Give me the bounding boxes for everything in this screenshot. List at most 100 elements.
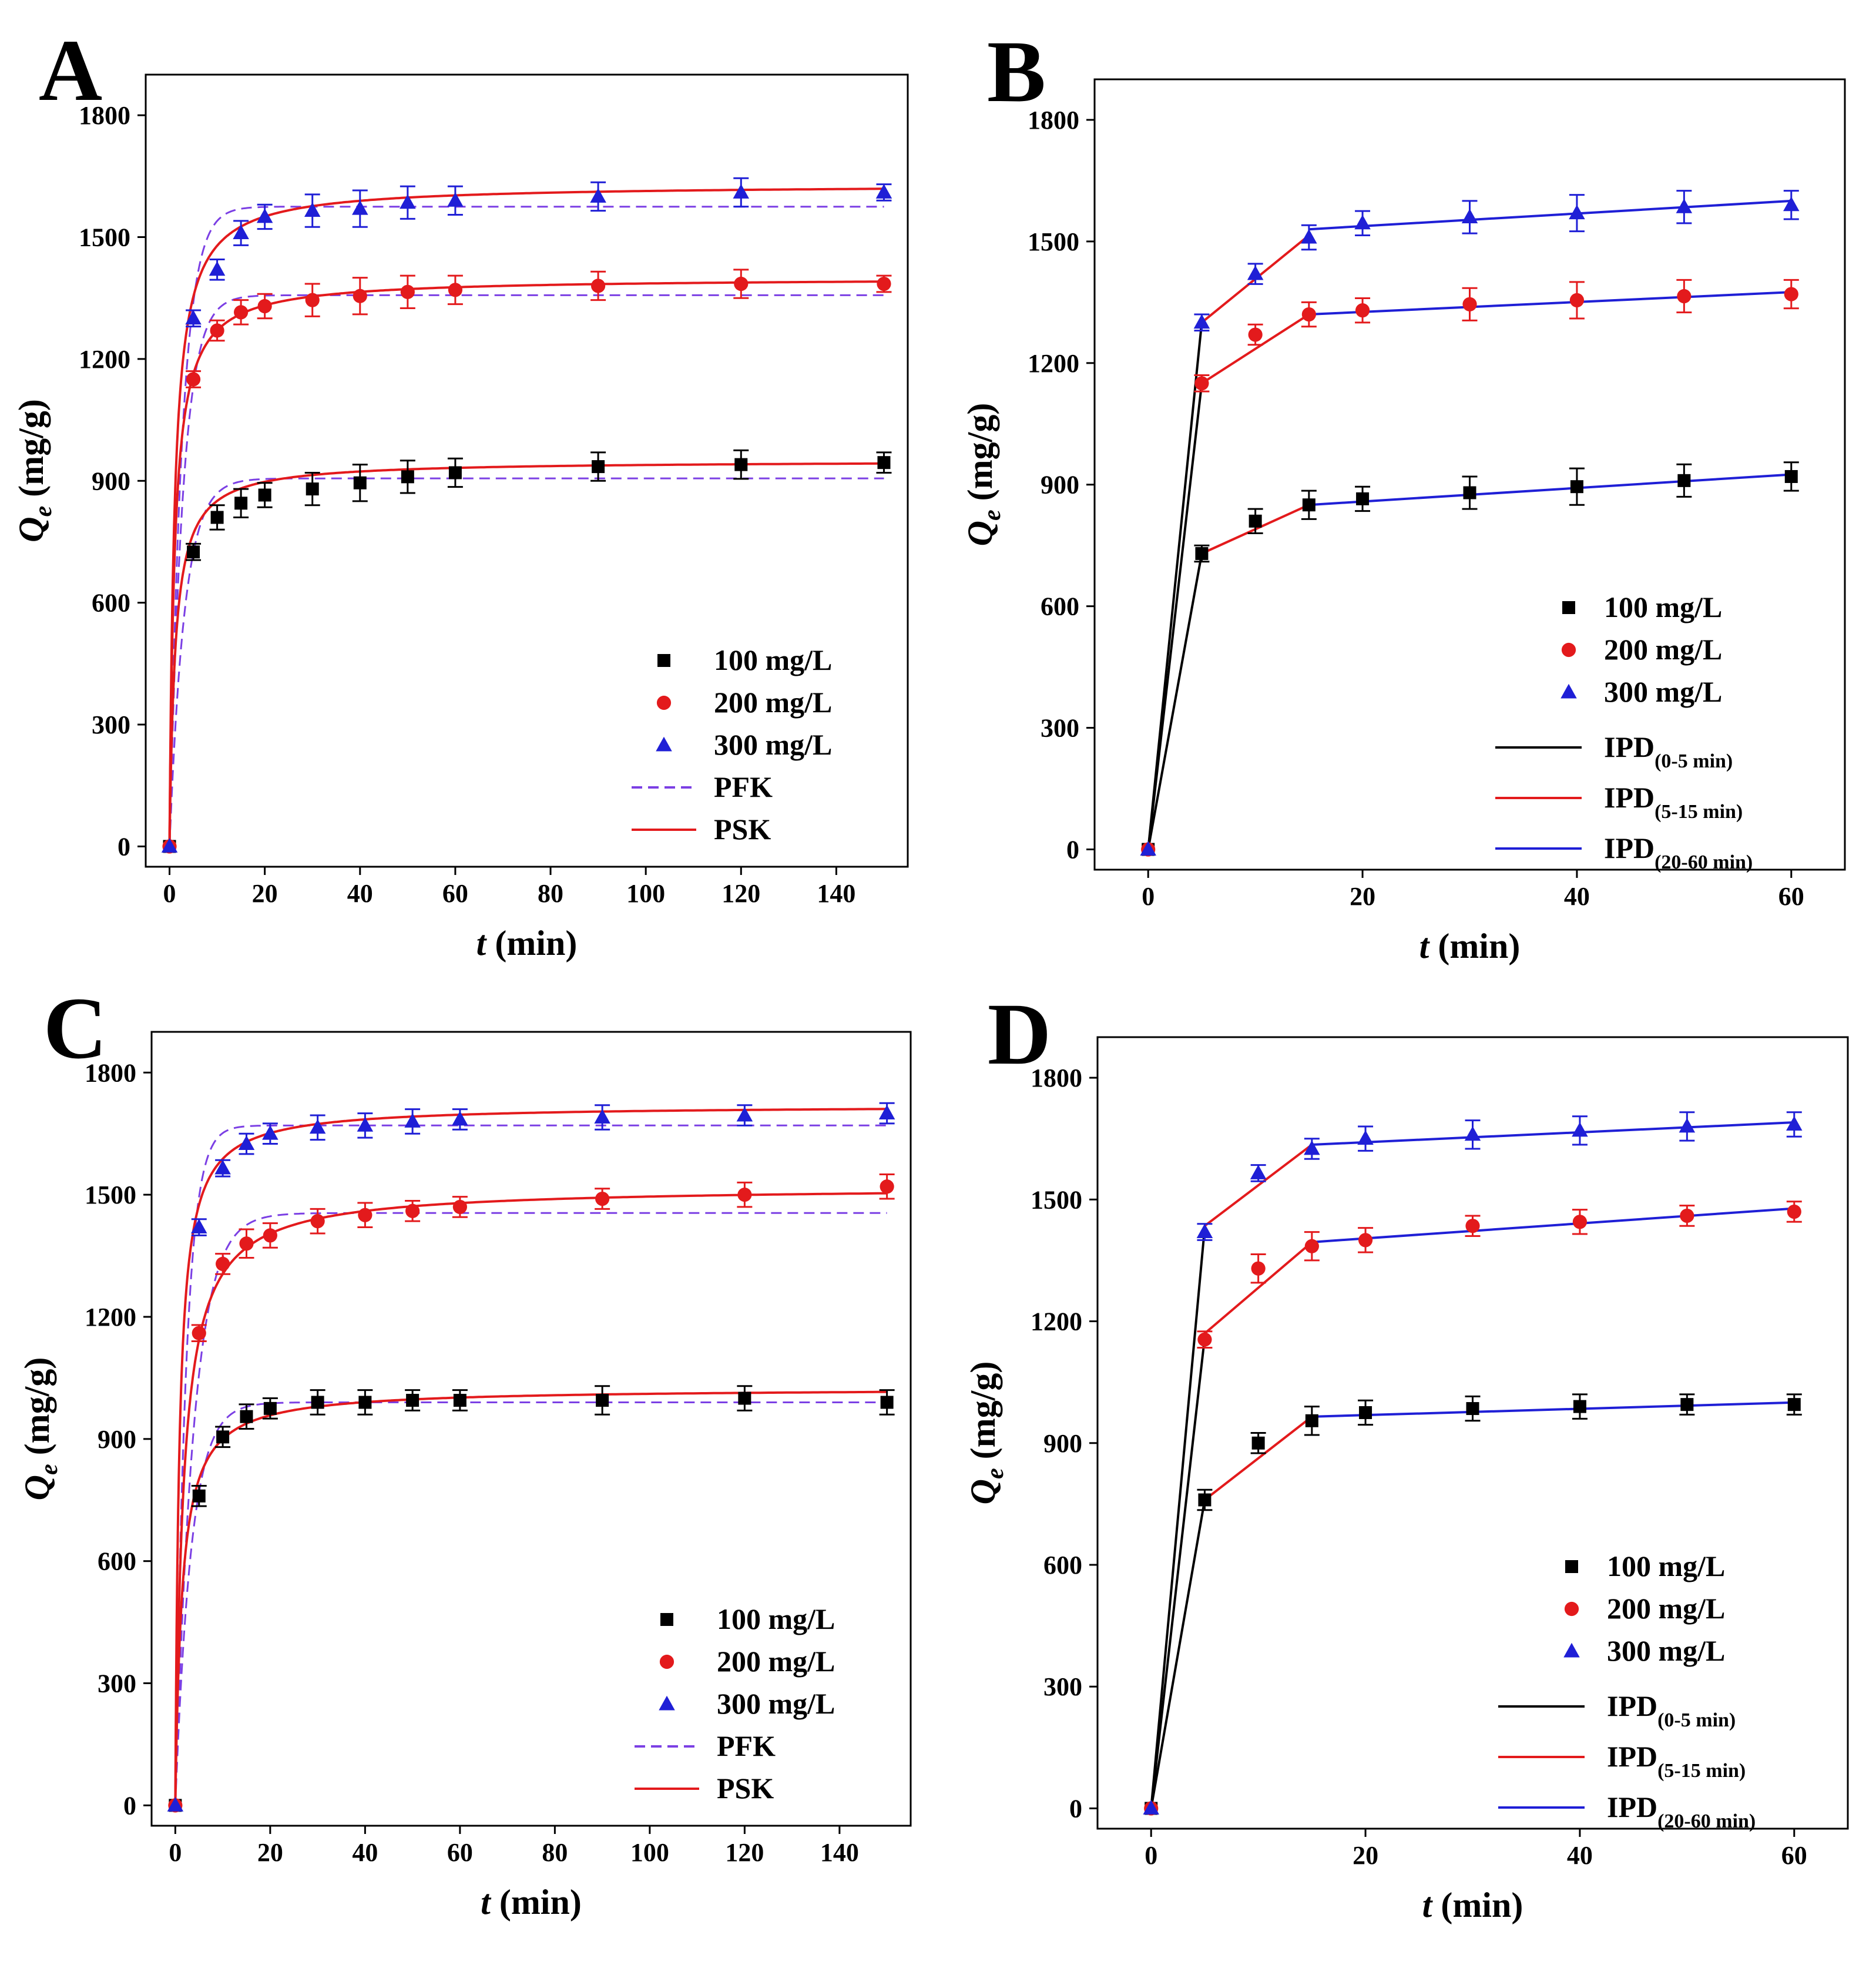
data-point bbox=[191, 1219, 207, 1234]
data-point bbox=[1251, 1436, 1265, 1450]
data-point bbox=[192, 1489, 206, 1503]
legend-label: 200 mg/L bbox=[1604, 633, 1722, 666]
legend-label-sub: (5-15 min) bbox=[1654, 801, 1743, 823]
data-point bbox=[448, 466, 462, 479]
legend-label: 100 mg/L bbox=[1604, 591, 1722, 623]
x-axis-label: t (min) bbox=[481, 1883, 582, 1922]
y-tick-label: 600 bbox=[1041, 592, 1079, 621]
data-point bbox=[1572, 1122, 1588, 1137]
x-tick-label: 60 bbox=[442, 879, 468, 908]
data-point bbox=[358, 1396, 372, 1409]
x-tick-label: 80 bbox=[542, 1838, 568, 1867]
data-point bbox=[1784, 470, 1798, 483]
x-tick-label: 60 bbox=[1778, 882, 1804, 911]
data-point bbox=[1569, 204, 1585, 220]
data-point bbox=[1464, 1126, 1481, 1141]
y-tick-label: 0 bbox=[118, 832, 130, 861]
data-point bbox=[1140, 841, 1156, 856]
legend-label-main: IPD bbox=[1604, 831, 1654, 864]
data-point bbox=[406, 1394, 420, 1407]
legend-label-main: IPD bbox=[1607, 1689, 1657, 1722]
x-tick-label: 0 bbox=[1145, 1841, 1157, 1870]
y-tick-label: 600 bbox=[1043, 1551, 1082, 1580]
x-tick-label: 20 bbox=[252, 879, 278, 908]
panel-letter: A bbox=[39, 22, 102, 119]
data-point bbox=[1573, 1400, 1586, 1413]
data-point bbox=[187, 545, 200, 559]
legend-label: IPD(0-5 min) bbox=[1604, 730, 1733, 772]
plot-frame bbox=[1093, 78, 1846, 871]
x-tick-label: 40 bbox=[352, 1838, 378, 1867]
x-tick-label: 100 bbox=[626, 879, 665, 908]
y-axis-label-sub: e bbox=[36, 1464, 63, 1475]
data-point bbox=[877, 276, 891, 291]
data-point bbox=[733, 184, 750, 199]
x-tick-label: 80 bbox=[538, 879, 563, 908]
y-axis-label: Qe (mg/g) bbox=[961, 403, 1006, 546]
data-point bbox=[1195, 547, 1209, 560]
data-point bbox=[1461, 209, 1478, 223]
data-point bbox=[256, 208, 273, 223]
data-point bbox=[1783, 196, 1800, 212]
fit-curve-pfk bbox=[174, 1401, 887, 1806]
chart-panel-A: A 0 20 40 60 80 100 120 140 0 300 600 900 1200 1500 180… bbox=[12, 22, 909, 963]
chart-panel-C: C 0 20 40 60 80 100 120 140 0 300 600 900 1200 1500 180… bbox=[18, 980, 912, 1922]
plot-frame bbox=[150, 1031, 912, 1827]
ipd-segment bbox=[1204, 1241, 1313, 1334]
x-axis-label-unit: (min) bbox=[486, 924, 577, 963]
data-point bbox=[239, 1236, 254, 1251]
data-point bbox=[353, 289, 367, 303]
x-tick-label: 40 bbox=[1567, 1841, 1593, 1870]
x-axis-label: t (min) bbox=[1422, 1886, 1523, 1924]
y-tick-label: 0 bbox=[123, 1791, 136, 1820]
data-point bbox=[1572, 1215, 1588, 1229]
fit-curve-psk bbox=[168, 462, 884, 847]
plot-frame bbox=[145, 73, 909, 868]
y-tick-label: 1800 bbox=[79, 101, 130, 130]
y-tick-label: 600 bbox=[92, 589, 130, 618]
ipd-segment bbox=[1147, 553, 1203, 850]
legend-label-main: 300 mg/L bbox=[1607, 1634, 1725, 1667]
data-point bbox=[404, 1113, 421, 1128]
y-axis-label-unit: (mg/g) bbox=[964, 1362, 1002, 1468]
legend-label: 200 mg/L bbox=[1607, 1592, 1725, 1625]
data-point bbox=[1301, 229, 1317, 244]
data-point bbox=[262, 1125, 278, 1140]
legend-label-main: IPD bbox=[1604, 730, 1654, 763]
data-point bbox=[453, 1394, 467, 1407]
data-point bbox=[240, 1410, 253, 1423]
y-tick-label: 900 bbox=[92, 467, 130, 495]
legend-marker bbox=[659, 1695, 675, 1711]
y-axis-label-var: Q bbox=[12, 517, 51, 542]
data-point bbox=[234, 305, 249, 320]
data-point bbox=[1305, 1414, 1318, 1427]
legend-marker bbox=[1564, 1601, 1579, 1617]
data-point bbox=[1196, 1223, 1213, 1239]
legend-label-sub: (0-5 min) bbox=[1657, 1709, 1736, 1731]
data-point bbox=[210, 511, 224, 524]
data-point bbox=[1304, 1239, 1319, 1253]
x-axis-label-var: t bbox=[476, 924, 488, 963]
data-point bbox=[186, 372, 201, 387]
data-point bbox=[1784, 287, 1798, 301]
x-tick-label: 40 bbox=[1564, 882, 1590, 911]
data-point bbox=[875, 184, 892, 199]
legend-marker bbox=[1565, 1560, 1578, 1573]
y-axis-label-unit: (mg/g) bbox=[12, 399, 51, 506]
data-point bbox=[1193, 314, 1210, 329]
data-point bbox=[216, 1430, 230, 1444]
y-axis-label-sub: e bbox=[30, 506, 57, 517]
y-tick-label: 900 bbox=[1043, 1429, 1082, 1458]
legend: 100 mg/L 200 mg/L 300 mg/L PFK PSK bbox=[632, 643, 832, 846]
data-point bbox=[1357, 1130, 1374, 1145]
fit-curve-pfk bbox=[169, 206, 884, 847]
data-point bbox=[306, 482, 319, 496]
legend-label-main: IPD bbox=[1604, 781, 1654, 814]
data-point bbox=[1679, 1118, 1696, 1133]
data-point bbox=[1787, 1204, 1801, 1219]
data-point bbox=[1787, 1398, 1801, 1411]
data-point bbox=[1677, 474, 1691, 487]
y-tick-label: 1500 bbox=[79, 223, 130, 252]
y-axis-label-unit: (mg/g) bbox=[961, 403, 999, 510]
